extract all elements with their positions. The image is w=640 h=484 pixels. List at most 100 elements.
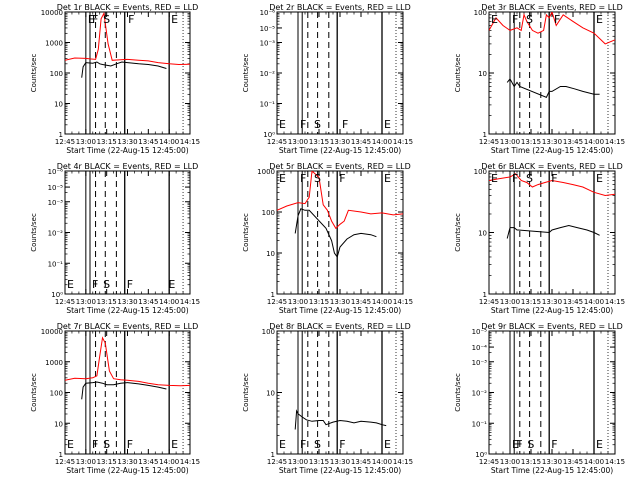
- marker-label: E: [279, 118, 286, 131]
- x-axis-label: Start Time (22-Aug-15 12:45:00): [66, 466, 188, 475]
- events-series-line: [294, 208, 377, 259]
- x-tick-label: 13:30: [330, 298, 350, 306]
- x-tick-label: 14:15: [180, 298, 200, 306]
- plot-frame: [276, 330, 404, 455]
- x-tick-label: 13:30: [542, 138, 562, 146]
- y-axis-label: Counts/sec: [454, 373, 462, 412]
- marker-label: F: [92, 278, 98, 291]
- y-tick-label: 10⁻²: [260, 70, 276, 78]
- marker-label: F: [300, 172, 306, 185]
- y-tick-label: 1: [271, 451, 275, 459]
- panel-title: Det 2r BLACK = Events, RED = LLD: [269, 3, 411, 12]
- marker-label: F: [551, 438, 557, 451]
- x-axis-label: Start Time (22-Aug-15 12:45:00): [491, 306, 613, 315]
- x-tick-label: 14:15: [393, 298, 413, 306]
- marker-label: E: [171, 438, 178, 451]
- panel-title: Det 4r BLACK = Events, RED = LLD: [57, 162, 199, 171]
- y-tick-label: 10000: [41, 9, 63, 17]
- x-tick-label: 14:00: [372, 138, 392, 146]
- y-tick-label: 10000: [41, 328, 63, 336]
- marker-label: S: [527, 438, 534, 451]
- events-series-line: [81, 61, 167, 78]
- y-tick-label: 1: [483, 291, 487, 299]
- panel-title: Det 6r BLACK = Events, RED = LLD: [481, 162, 623, 171]
- marker-label: E: [67, 438, 74, 451]
- x-tick-label: 13:15: [309, 298, 329, 306]
- marker-label: E: [171, 13, 178, 26]
- y-tick-label: 10⁻¹: [260, 101, 276, 109]
- x-tick-label: 13:00: [288, 138, 308, 146]
- panel-det-2: Det 2r BLACK = Events, RED = LLD 10⁰ 10⁻¹ 1…: [242, 3, 413, 155]
- x-tick-label: 14:00: [159, 458, 179, 466]
- marker-label: F: [128, 13, 134, 26]
- x-tick-label: 12:45: [267, 458, 287, 466]
- events-series-line: [506, 78, 600, 98]
- marker-label: F: [92, 13, 98, 26]
- marker-label: E: [67, 278, 74, 291]
- marker-label: F: [300, 438, 306, 451]
- x-axis-label: Start Time (22-Aug-15 12:45:00): [66, 306, 188, 315]
- y-tick-label: 10⁰: [51, 291, 63, 299]
- panel-det-3: Det 3r BLACK = Events, RED = LLD 1 10 100 Co…: [454, 3, 625, 155]
- marker-label: S: [314, 438, 321, 451]
- x-tick-label: 14:00: [159, 138, 179, 146]
- x-tick-label: 14:15: [180, 458, 200, 466]
- x-tick-label: 13:30: [542, 458, 562, 466]
- plot-frame: [64, 170, 191, 295]
- x-axis-label: Start Time (22-Aug-15 12:45:00): [279, 306, 401, 315]
- marker-label: E: [596, 13, 603, 26]
- x-tick-label: 14:15: [393, 138, 413, 146]
- lld-series-line: [489, 173, 615, 197]
- x-tick-label: 14:15: [605, 458, 625, 466]
- marker-label: E: [512, 438, 519, 451]
- x-tick-label: 13:00: [76, 458, 96, 466]
- marker-label: E: [279, 438, 286, 451]
- panel-det-1: Det 1r BLACK = Events, RED = LLD 1 10 100 10…: [30, 3, 200, 155]
- lld-series-line: [277, 171, 403, 230]
- x-tick-label: 14:00: [372, 458, 392, 466]
- y-tick-label: 100: [50, 70, 63, 78]
- y-tick-label: 100: [474, 9, 487, 17]
- y-tick-label: 10⁰: [263, 131, 275, 139]
- marker-label: F: [551, 172, 557, 185]
- y-axis-label: Counts/sec: [454, 213, 462, 252]
- y-tick-label: 10⁻²: [472, 390, 488, 398]
- lld-series-line: [489, 12, 615, 45]
- panel-det-7: Det 7r BLACK = Events, RED = LLD 1 10 100 10…: [30, 322, 200, 475]
- y-tick-label: 10: [266, 250, 275, 258]
- panel-title: Det 9r BLACK = Events, RED = LLD: [481, 322, 623, 331]
- events-series-line: [294, 409, 387, 430]
- y-tick-label: 10⁰: [475, 451, 487, 459]
- x-tick-label: 13:15: [97, 138, 117, 146]
- y-tick-label: 100: [50, 390, 63, 398]
- y-tick-label: 10: [54, 420, 63, 428]
- y-tick-label: 10⁻⁵: [48, 184, 64, 192]
- x-tick-label: 14:00: [372, 298, 392, 306]
- marker-label: F: [339, 438, 345, 451]
- lld-series-line: [65, 12, 190, 66]
- x-tick-label: 13:00: [500, 458, 520, 466]
- y-axis-label: Counts/sec: [242, 213, 250, 252]
- marker-label: E: [88, 13, 95, 26]
- plot-frame: [64, 330, 191, 455]
- x-tick-label: 13:45: [351, 298, 371, 306]
- x-tick-label: 13:30: [117, 298, 137, 306]
- plot-frame: [276, 170, 404, 295]
- plot-frame: [276, 11, 404, 135]
- plot-frame: [488, 11, 616, 135]
- x-tick-label: 13:15: [521, 298, 541, 306]
- plot-frame: [64, 11, 191, 135]
- x-tick-label: 13:00: [500, 138, 520, 146]
- plot-frame: [488, 330, 616, 455]
- x-tick-label: 13:30: [117, 458, 137, 466]
- x-tick-label: 12:45: [55, 458, 75, 466]
- x-axis-label: Start Time (22-Aug-15 12:45:00): [279, 146, 401, 155]
- marker-label: F: [127, 278, 133, 291]
- panel-det-6: Det 6r BLACK = Events, RED = LLD 1 10 100 Co…: [454, 162, 625, 315]
- panel-title: Det 1r BLACK = Events, RED = LLD: [57, 3, 199, 12]
- panel-det-4: Det 4r BLACK = Events, RED = LLD 10⁰ 10⁻¹ 1…: [30, 162, 200, 315]
- x-tick-label: 13:15: [309, 138, 329, 146]
- y-tick-label: 10: [478, 230, 487, 238]
- y-tick-label: 10⁻¹: [48, 260, 64, 268]
